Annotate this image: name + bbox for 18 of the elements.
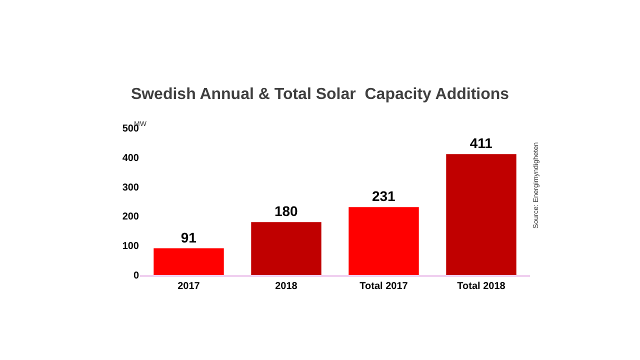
x-tick-label: Total 2018	[457, 281, 506, 292]
y-tick-label: 200	[122, 212, 140, 223]
y-tick-label: 300	[122, 182, 140, 194]
y-tick-label: 0	[133, 270, 140, 282]
bar	[154, 248, 224, 275]
bar	[251, 222, 322, 275]
data-label: 180	[274, 203, 298, 220]
bar	[446, 154, 516, 275]
x-tick-label: 2017	[178, 281, 200, 292]
data-label: 91	[180, 229, 197, 246]
data-label: 411	[470, 135, 493, 152]
chart-title: Swedish Annual & Total Solar Capacity Additions	[130, 86, 510, 104]
x-tick-label: 2018	[275, 281, 298, 292]
y-tick-label: 100	[122, 241, 140, 252]
y-tick-label: 400	[122, 152, 140, 164]
bar	[348, 207, 419, 275]
data-label: 231	[372, 188, 396, 204]
x-tick-label: Total 2017	[360, 281, 408, 292]
